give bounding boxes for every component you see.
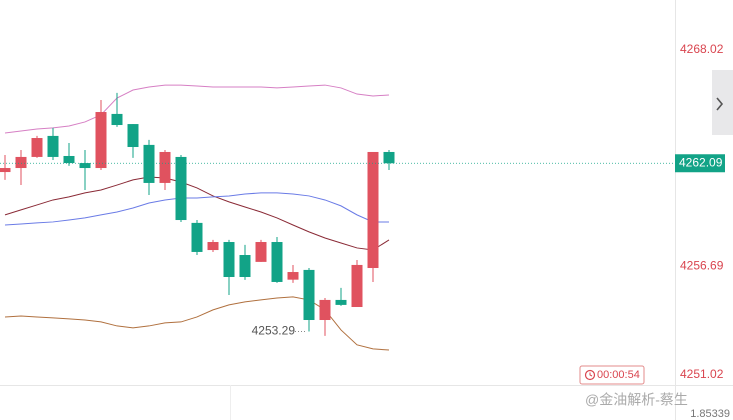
candle-body (95, 112, 107, 169)
candle-body (159, 151, 171, 183)
indicator-line (4, 176, 390, 251)
candle-body (335, 299, 347, 305)
side-tab[interactable] (712, 70, 733, 135)
candle-body (239, 255, 251, 277)
indicator-line (4, 84, 390, 134)
low-annotation: 4253.29 (252, 324, 296, 338)
timer: 00:00:54 (597, 369, 640, 381)
candle-body (31, 138, 43, 157)
watermark: @金油解析-蔡生 (585, 392, 688, 408)
chevron[interactable] (716, 97, 724, 111)
candle-body (47, 135, 59, 157)
candle-body (175, 156, 187, 221)
candle-body (383, 151, 395, 164)
last-price-box (675, 154, 725, 173)
candle-body (287, 272, 299, 280)
last-price-label: 4262.09 (679, 155, 723, 169)
candle-body (111, 113, 123, 126)
candle-body (303, 269, 315, 321)
candle-body (15, 156, 27, 169)
candle-body (143, 144, 155, 183)
candle-body (351, 264, 363, 308)
volume-axis-label: 1.85339 (690, 408, 730, 420)
plot (0, 84, 395, 351)
candle-body (63, 155, 75, 164)
candle-body (127, 124, 139, 148)
candle-body (223, 242, 235, 277)
y-tick-label: 4268.02 (680, 42, 724, 56)
candle-body (255, 242, 267, 262)
candle-body (191, 222, 203, 252)
candle-body (207, 242, 219, 251)
candle-body (319, 299, 331, 321)
clock-icon (584, 369, 596, 381)
y-tick-label: 4251.02 (680, 367, 724, 381)
y-tick-label: 4256.69 (680, 259, 724, 273)
clock-hands (589, 372, 593, 377)
timer-box (579, 365, 645, 385)
candle-body (271, 242, 283, 282)
candle-body (0, 168, 11, 173)
candle-body (367, 151, 379, 269)
candle-body (79, 163, 91, 169)
indicator-line (4, 192, 389, 226)
